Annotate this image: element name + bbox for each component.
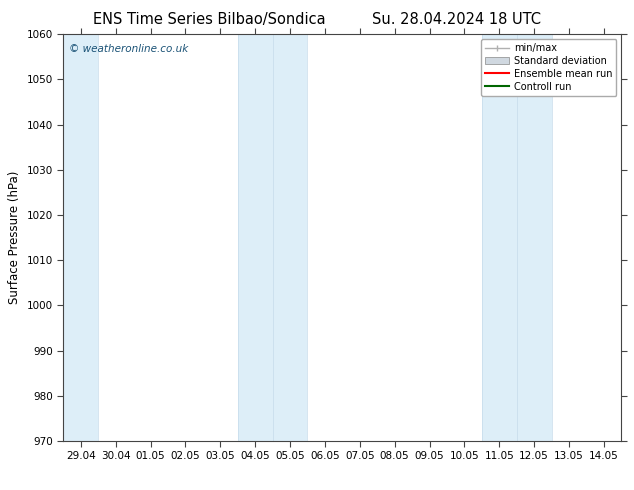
Y-axis label: Surface Pressure (hPa): Surface Pressure (hPa) (8, 171, 21, 304)
Text: Su. 28.04.2024 18 UTC: Su. 28.04.2024 18 UTC (372, 12, 541, 27)
Text: ENS Time Series Bilbao/Sondica: ENS Time Series Bilbao/Sondica (93, 12, 325, 27)
Text: © weatheronline.co.uk: © weatheronline.co.uk (69, 45, 188, 54)
Legend: min/max, Standard deviation, Ensemble mean run, Controll run: min/max, Standard deviation, Ensemble me… (481, 39, 616, 96)
Bar (482, 34, 552, 441)
Bar (238, 34, 307, 441)
Bar (63, 34, 98, 441)
